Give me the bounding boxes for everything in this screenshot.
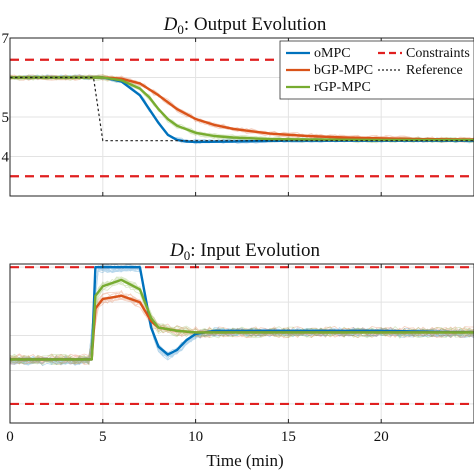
trajectory-line <box>9 264 474 365</box>
series-line-rgp-mpc <box>10 76 474 142</box>
y-tick-label: 7 <box>2 31 10 47</box>
x-axis-label: Time (min) <box>206 451 283 470</box>
y-tick-label: 5 <box>2 110 10 126</box>
y-tick-label: 4 <box>2 150 10 166</box>
trajectory-line <box>9 277 474 362</box>
title-math-symbol: D <box>163 14 178 35</box>
trajectory-line <box>9 264 474 365</box>
trajectory-line <box>9 298 474 366</box>
trajectory-line <box>9 265 474 366</box>
x-tick-label: 15 <box>281 429 296 445</box>
legend-label: Constraints <box>406 46 470 61</box>
title-subscript: 0 <box>177 22 184 37</box>
chart-title: D0: Input Evolution <box>169 240 321 263</box>
series-line-bgp-mpc <box>10 294 474 361</box>
trajectory-line <box>9 263 474 364</box>
trajectory-line <box>9 281 474 366</box>
trajectory-line <box>9 280 474 365</box>
trajectory-line <box>9 265 474 365</box>
trajectory-line <box>9 289 474 361</box>
legend-label: bGP-MPC <box>314 63 373 78</box>
axes-box <box>9 37 474 197</box>
trajectory-line <box>9 263 474 363</box>
x-tick-label: 10 <box>188 429 203 445</box>
trajectory-bundle-rgp-mpc <box>9 276 474 366</box>
trajectory-line <box>9 276 474 362</box>
series-line-rgp-mpc <box>10 278 474 361</box>
x-tick-label: 0 <box>6 429 14 445</box>
trajectory-line <box>9 294 474 365</box>
trajectory-bundle-ompc <box>9 263 474 367</box>
legend-label: Reference <box>406 63 463 78</box>
chart-title: D0: Output Evolution <box>163 14 327 37</box>
axes-box <box>9 263 474 424</box>
output-evolution-chart: 7 5 4 <box>2 31 474 197</box>
trajectory-line <box>9 264 474 365</box>
series-line-reference <box>10 76 474 142</box>
legend-box <box>279 40 474 100</box>
input-evolution-chart: 0 5 10 15 20 <box>6 263 474 445</box>
x-tick-label: 20 <box>374 429 389 445</box>
trajectory-line <box>9 267 474 367</box>
trajectory-line <box>9 282 474 365</box>
legend-label: rGP-MPC <box>314 80 371 95</box>
trajectory-line <box>9 74 474 141</box>
trajectory-line <box>9 276 474 362</box>
legend: oMPC bGP-MPC rGP-MPC Constraints Reference <box>279 40 474 100</box>
trajectory-line <box>9 296 474 366</box>
legend-label: oMPC <box>314 46 351 61</box>
series-line-ompc <box>10 266 474 361</box>
trajectory-line <box>9 278 474 364</box>
trajectory-line <box>9 279 474 364</box>
trajectory-line <box>9 266 474 366</box>
title-subscript: 0 <box>184 248 191 263</box>
title-text: : Input Evolution <box>190 240 320 261</box>
trajectory-line <box>9 265 474 364</box>
title-math-symbol: D <box>169 240 184 261</box>
trajectory-line <box>9 276 474 363</box>
trajectory-line <box>9 264 474 365</box>
trajectory-line <box>9 277 474 361</box>
trajectory-line <box>9 265 474 365</box>
trajectory-line <box>9 265 474 365</box>
x-tick-label: 5 <box>99 429 107 445</box>
title-text: : Output Evolution <box>184 14 327 35</box>
trajectory-line <box>9 264 474 365</box>
